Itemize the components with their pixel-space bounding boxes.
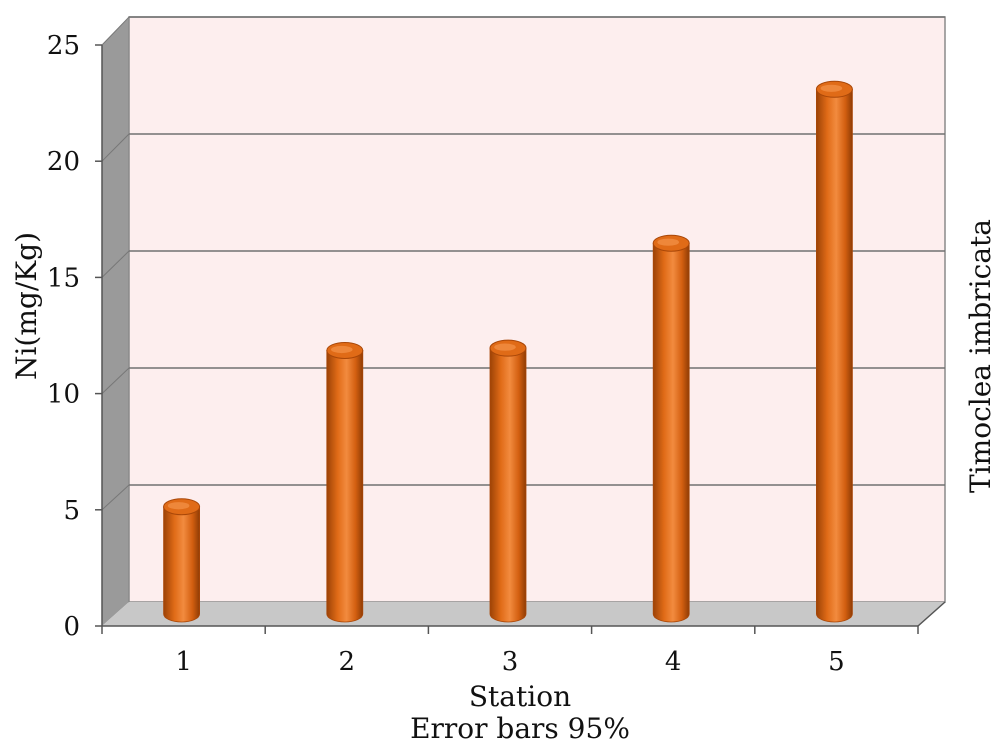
y-ticks: 0 5 10 15 20 25 <box>47 31 102 642</box>
x-ticks: 1 2 3 4 5 <box>101 626 919 677</box>
bar-top-highlight <box>820 84 843 92</box>
x-axis-title: Station <box>469 680 571 713</box>
gridline-side <box>101 133 130 162</box>
x-tick-label: 2 <box>339 647 356 677</box>
y-tick-label: 15 <box>47 263 80 293</box>
bar-top-highlight <box>331 345 353 354</box>
y-tick-label: 25 <box>47 31 80 61</box>
floor-edge-right <box>917 601 946 627</box>
gridlines <box>101 16 945 511</box>
side-wall <box>102 17 129 626</box>
bar-5 <box>815 80 853 623</box>
x-tick-label: 5 <box>828 647 845 677</box>
x-axis-subtitle: Error bars 95% <box>410 712 630 745</box>
bar-top-highlight <box>657 238 679 246</box>
side-title: Timoclea imbricata <box>964 219 997 493</box>
bar-body <box>326 350 364 623</box>
gridline-side <box>101 250 130 278</box>
bar-1 <box>163 498 201 623</box>
back-wall <box>128 16 946 603</box>
bars <box>163 80 853 623</box>
bar-top-highlight <box>167 502 190 510</box>
y-axis-title: Ni(mg/Kg) <box>10 232 43 380</box>
gridline-side <box>101 367 130 394</box>
bar-body <box>489 347 527 623</box>
bar-body <box>652 242 690 623</box>
x-tick-label: 4 <box>665 647 682 677</box>
x-tick-label: 3 <box>502 647 519 677</box>
y-tick-label: 20 <box>47 147 80 177</box>
y-tick-label: 5 <box>63 496 80 526</box>
y-tick-label: 10 <box>47 380 80 410</box>
bar-2 <box>326 341 364 623</box>
bar-body <box>163 506 200 623</box>
x-tick-label: 1 <box>175 647 192 677</box>
bar-top-highlight <box>494 343 516 351</box>
y-tick-label: 0 <box>63 612 80 642</box>
gridline-side <box>101 16 130 46</box>
gridline-side <box>101 484 130 511</box>
bar-body <box>816 88 853 623</box>
bar-3 <box>489 339 527 623</box>
bar-4 <box>652 234 690 623</box>
